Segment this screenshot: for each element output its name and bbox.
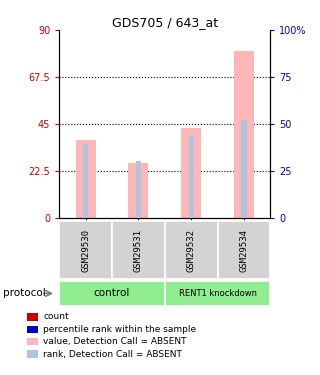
Bar: [234, 51, 254, 217]
Text: count: count: [43, 312, 69, 321]
Text: GSM29531: GSM29531: [134, 229, 143, 272]
Bar: [83, 142, 88, 218]
Text: GSM29534: GSM29534: [239, 229, 249, 272]
Bar: [241, 120, 247, 218]
Text: RENT1 knockdown: RENT1 knockdown: [179, 289, 257, 298]
Text: GSM29530: GSM29530: [81, 229, 90, 272]
Text: percentile rank within the sample: percentile rank within the sample: [43, 325, 196, 334]
Text: value, Detection Call = ABSENT: value, Detection Call = ABSENT: [43, 337, 187, 346]
Bar: [181, 128, 201, 218]
Title: GDS705 / 643_at: GDS705 / 643_at: [112, 16, 218, 29]
Bar: [128, 164, 148, 218]
Text: GSM29532: GSM29532: [187, 229, 196, 272]
Text: control: control: [94, 288, 130, 298]
Text: protocol: protocol: [3, 288, 46, 298]
Bar: [136, 161, 141, 218]
Text: rank, Detection Call = ABSENT: rank, Detection Call = ABSENT: [43, 350, 182, 358]
Bar: [188, 135, 194, 218]
Bar: [76, 140, 96, 218]
